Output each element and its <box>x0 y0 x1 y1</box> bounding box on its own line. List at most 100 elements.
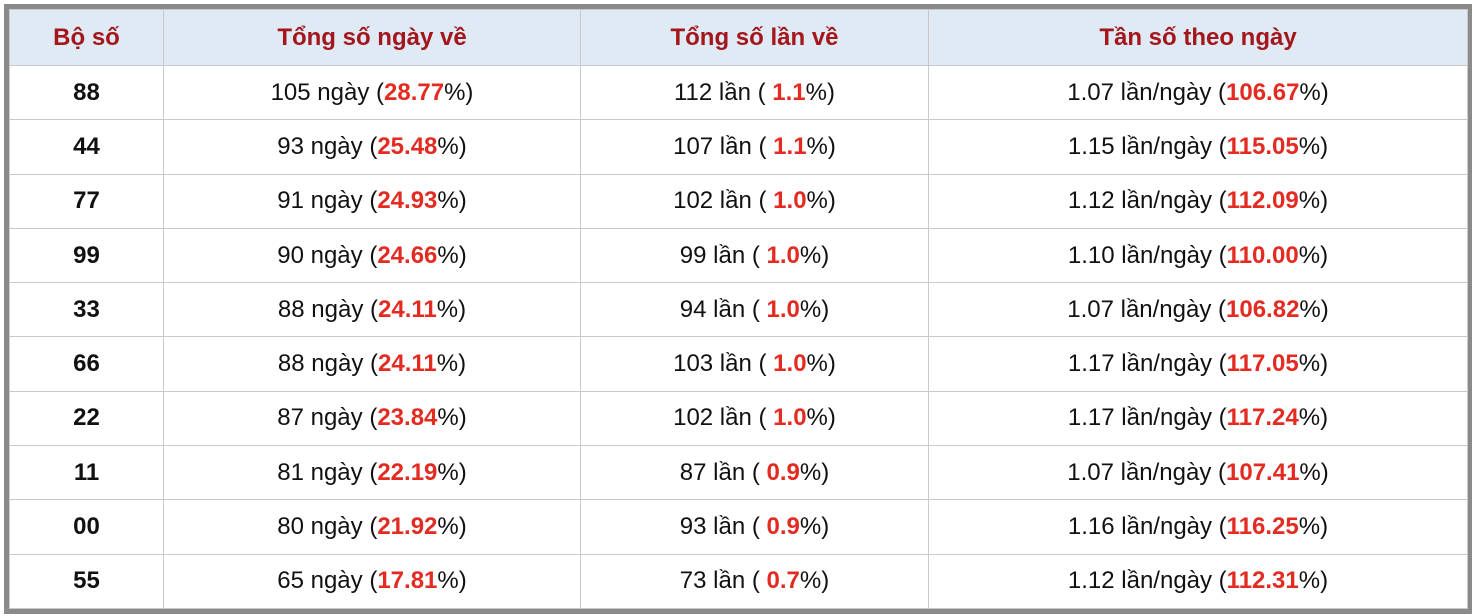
percent-value: 24.11 <box>378 350 437 378</box>
percent-value: 0.7 <box>766 567 800 595</box>
cell-text: 94 lần ( <box>679 295 767 323</box>
cell-text: %) <box>1299 78 1329 106</box>
cell-text: 87 ngày ( <box>277 404 378 432</box>
stat-cell: 88 ngày (24.11%) <box>163 282 581 338</box>
cell-text: %) <box>1298 513 1329 541</box>
cell-text: %) <box>806 350 836 378</box>
cell-text: 93 ngày ( <box>277 132 378 160</box>
percent-value: 0.9 <box>766 513 800 541</box>
header-row: Bộ số Tổng số ngày về Tổng số lần về Tần số… <box>9 9 1468 66</box>
cell-text: %) <box>1298 350 1329 378</box>
table-row: 11 81 ngày (22.19%) 87 lần ( 0.9%) 1.07 lần… <box>9 445 1468 501</box>
cell-text: 81 ngày ( <box>277 458 378 486</box>
percent-value: 106.82 <box>1226 295 1300 323</box>
percent-value: 107.41 <box>1226 458 1300 486</box>
cell-text: 65 ngày ( <box>277 567 378 595</box>
percent-value: 0.9 <box>766 458 800 486</box>
stat-cell: 102 lần ( 1.0%) <box>580 173 929 229</box>
percent-value: 23.84 <box>377 404 438 432</box>
stat-cell: 93 ngày (25.48%) <box>163 119 581 175</box>
percent-value: 112.31 <box>1226 567 1299 595</box>
percent-value: 117.05 <box>1226 350 1299 378</box>
cell-text: %) <box>1298 241 1329 269</box>
cell-text: 1.07 lần/ngày ( <box>1067 78 1227 106</box>
number-cell: 55 <box>9 553 164 610</box>
cell-text: %) <box>1298 187 1329 215</box>
cell-text: 88 ngày ( <box>277 295 378 323</box>
percent-value: 24.66 <box>377 241 438 269</box>
stat-cell: 73 lần ( 0.7%) <box>580 553 929 610</box>
number-cell: 66 <box>9 336 164 392</box>
cell-text: 1.15 lần/ngày ( <box>1067 132 1227 160</box>
cell-text: 93 lần ( <box>679 513 767 541</box>
column-header: Tần số theo ngày <box>928 9 1468 66</box>
stat-cell: 112 lần ( 1.1%) <box>580 64 929 121</box>
percent-value: 115.05 <box>1226 132 1299 160</box>
stat-cell: 1.12 lần/ngày (112.09%) <box>928 173 1468 229</box>
cell-text: 107 lần ( <box>673 132 774 160</box>
stat-cell: 1.17 lần/ngày (117.24%) <box>928 390 1468 447</box>
percent-value: 116.25 <box>1226 513 1299 541</box>
stat-cell: 65 ngày (17.81%) <box>163 553 581 610</box>
percent-value: 1.0 <box>766 295 800 323</box>
table-row: 00 80 ngày (21.92%) 93 lần ( 0.9%) 1.16 lần… <box>9 499 1468 555</box>
percent-value: 1.0 <box>773 350 807 378</box>
percent-value: 24.93 <box>377 187 438 215</box>
table-frame: Bộ số Tổng số ngày về Tổng số lần về Tần số… <box>4 4 1472 614</box>
cell-text: 1.10 lần/ngày ( <box>1067 241 1227 269</box>
percent-value: 1.0 <box>773 187 807 215</box>
cell-text: 87 lần ( <box>679 458 767 486</box>
percent-value: 24.11 <box>378 295 437 323</box>
cell-text: %) <box>436 350 467 378</box>
stat-cell: 1.15 lần/ngày (115.05%) <box>928 119 1468 175</box>
cell-text: %) <box>799 295 830 323</box>
table-row: 33 88 ngày (24.11%) 94 lần ( 1.0%) 1.07 lần… <box>9 282 1468 338</box>
cell-text: %) <box>1299 295 1329 323</box>
stats-table: Bộ số Tổng số ngày về Tổng số lần về Tần số… <box>9 9 1468 610</box>
stat-cell: 105 ngày (28.77%) <box>163 64 581 121</box>
percent-value: 28.77 <box>384 78 445 106</box>
stat-cell: 1.07 lần/ngày (106.67%) <box>928 64 1468 121</box>
stat-cell: 1.16 lần/ngày (116.25%) <box>928 499 1468 555</box>
cell-text: %) <box>437 513 467 541</box>
stat-cell: 94 lần ( 1.0%) <box>580 282 929 338</box>
cell-text: 1.07 lần/ngày ( <box>1067 458 1227 486</box>
table-row: 66 88 ngày (24.11%) 103 lần ( 1.0%) 1.17 lầ… <box>9 336 1468 392</box>
cell-text: %) <box>1299 458 1329 486</box>
cell-text: 91 ngày ( <box>277 187 378 215</box>
cell-text: %) <box>437 404 467 432</box>
cell-text: %) <box>799 567 830 595</box>
table-row: 44 93 ngày (25.48%) 107 lần ( 1.1%) 1.15 lầ… <box>9 119 1468 175</box>
cell-text: %) <box>799 458 830 486</box>
cell-text: 1.17 lần/ngày ( <box>1067 350 1227 378</box>
cell-text: 102 lần ( <box>673 187 774 215</box>
number-cell: 77 <box>9 173 164 229</box>
number-cell: 00 <box>9 499 164 555</box>
percent-value: 25.48 <box>377 132 438 160</box>
cell-text: 103 lần ( <box>673 350 774 378</box>
cell-text: 1.17 lần/ngày ( <box>1067 404 1227 432</box>
cell-text: %) <box>1298 567 1329 595</box>
stat-cell: 88 ngày (24.11%) <box>163 336 581 392</box>
percent-value: 1.0 <box>773 404 807 432</box>
column-header: Tổng số lần về <box>580 9 929 66</box>
percent-value: 1.1 <box>772 78 806 106</box>
cell-text: 1.12 lần/ngày ( <box>1067 567 1227 595</box>
cell-text: %) <box>806 404 836 432</box>
column-header: Tổng số ngày về <box>163 9 581 66</box>
cell-text: %) <box>799 513 830 541</box>
number-cell: 33 <box>9 282 164 338</box>
cell-text: %) <box>1298 132 1329 160</box>
stat-cell: 1.12 lần/ngày (112.31%) <box>928 553 1468 610</box>
stat-cell: 1.07 lần/ngày (106.82%) <box>928 282 1468 338</box>
cell-text: %) <box>806 187 836 215</box>
table-row: 77 91 ngày (24.93%) 102 lần ( 1.0%) 1.12 lầ… <box>9 173 1468 229</box>
cell-text: 1.12 lần/ngày ( <box>1067 187 1227 215</box>
cell-text: %) <box>437 241 467 269</box>
percent-value: 22.19 <box>377 458 438 486</box>
stat-cell: 103 lần ( 1.0%) <box>580 336 929 392</box>
stat-cell: 93 lần ( 0.9%) <box>580 499 929 555</box>
table-row: 99 90 ngày (24.66%) 99 lần ( 1.0%) 1.10 lần… <box>9 227 1468 284</box>
cell-text: 1.16 lần/ngày ( <box>1067 513 1227 541</box>
